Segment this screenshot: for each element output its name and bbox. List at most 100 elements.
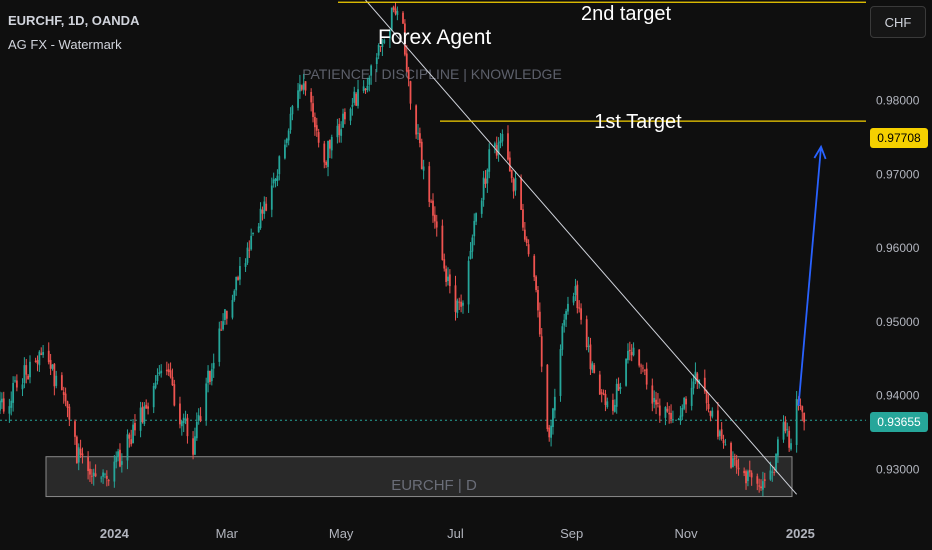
y-tick-label: 0.93000 bbox=[876, 463, 920, 477]
candle-body bbox=[548, 427, 551, 438]
candle-body bbox=[523, 229, 526, 240]
candle-body bbox=[147, 406, 149, 409]
candle-body bbox=[212, 362, 215, 369]
candle-body bbox=[735, 460, 738, 468]
candle-body bbox=[786, 428, 789, 430]
candle-body bbox=[270, 185, 273, 210]
candle-body bbox=[49, 360, 52, 369]
candle-body bbox=[0, 400, 1, 411]
candle-body bbox=[403, 23, 406, 55]
candle-body bbox=[291, 106, 294, 115]
candle-body bbox=[467, 260, 470, 305]
candle-body bbox=[482, 177, 485, 200]
candle-body bbox=[235, 276, 238, 291]
candle-body bbox=[672, 419, 674, 421]
candle-body bbox=[12, 382, 15, 403]
candle-body bbox=[430, 201, 433, 203]
candle-body bbox=[512, 179, 515, 192]
candle-body bbox=[34, 360, 37, 362]
candle-body bbox=[289, 113, 292, 130]
candle-body bbox=[722, 440, 725, 444]
candle-body bbox=[75, 436, 78, 464]
candle-body bbox=[10, 400, 13, 408]
candle-body bbox=[368, 77, 371, 85]
candle-body bbox=[14, 380, 16, 382]
candle-body bbox=[732, 458, 734, 468]
candle-body bbox=[690, 387, 693, 406]
candle-body bbox=[152, 386, 155, 408]
candle-body bbox=[773, 472, 776, 474]
candle-body bbox=[653, 398, 656, 402]
candle-body bbox=[445, 268, 448, 283]
candle-body bbox=[246, 247, 249, 263]
candle-body bbox=[790, 443, 792, 450]
candle-body bbox=[771, 471, 774, 473]
candle-body bbox=[788, 430, 791, 448]
candle-body bbox=[38, 351, 41, 366]
candle-body bbox=[134, 422, 136, 431]
candle-body bbox=[799, 404, 802, 406]
x-axis[interactable]: 2024 Mar May Jul Sep Nov 2025 bbox=[100, 526, 815, 541]
candle-body bbox=[396, 10, 399, 16]
candle-body bbox=[537, 289, 539, 311]
currency-button[interactable]: CHF bbox=[870, 6, 926, 38]
x-tick-label: Jul bbox=[447, 526, 464, 541]
candle-body bbox=[630, 351, 633, 356]
candles-layer bbox=[0, 2, 806, 497]
candle-body bbox=[62, 391, 65, 395]
candle-body bbox=[664, 407, 667, 418]
candle-body bbox=[638, 349, 641, 366]
candle-body bbox=[619, 386, 622, 389]
candle-body bbox=[613, 404, 616, 412]
candle-body bbox=[593, 365, 596, 373]
candle-body bbox=[499, 140, 502, 144]
candle-body bbox=[576, 284, 579, 309]
candle-body bbox=[525, 238, 528, 244]
candle-body bbox=[473, 220, 476, 237]
candle-body bbox=[480, 200, 483, 214]
candle-body bbox=[239, 265, 241, 280]
candle-body bbox=[158, 372, 161, 375]
candle-body bbox=[508, 157, 511, 172]
candle-body bbox=[602, 393, 605, 395]
candle-body bbox=[756, 476, 759, 484]
candle-body bbox=[784, 421, 787, 432]
candle-body bbox=[460, 301, 463, 307]
candle-body bbox=[540, 336, 543, 367]
candle-body bbox=[27, 375, 30, 380]
candle-body bbox=[580, 308, 582, 320]
candle-body bbox=[681, 407, 684, 417]
candle-body bbox=[685, 398, 687, 405]
candle-body bbox=[355, 93, 358, 106]
candle-body bbox=[120, 461, 123, 465]
candle-body bbox=[501, 133, 504, 142]
candle-body bbox=[338, 123, 341, 136]
candle-body bbox=[92, 472, 95, 477]
candle-body bbox=[353, 91, 356, 103]
candle-body bbox=[441, 225, 444, 260]
candle-body bbox=[336, 125, 339, 138]
candle-body bbox=[668, 412, 671, 415]
candle-body bbox=[698, 379, 701, 385]
candle-body bbox=[394, 8, 397, 14]
candle-body bbox=[567, 303, 569, 312]
candle-body bbox=[302, 83, 305, 90]
candle-body bbox=[748, 470, 751, 473]
candle-body bbox=[182, 417, 185, 424]
candle-body bbox=[538, 311, 541, 335]
candle-body bbox=[377, 44, 380, 56]
candle-body bbox=[126, 434, 129, 461]
candle-body bbox=[300, 85, 303, 90]
watermark-tagline: PATIENCE | DISCIPLINE | KNOWLEDGE bbox=[302, 66, 562, 82]
candle-body bbox=[340, 129, 343, 136]
candle-body bbox=[25, 365, 28, 375]
candle-body bbox=[598, 374, 601, 395]
candle-body bbox=[94, 473, 97, 477]
candle-body bbox=[709, 411, 712, 416]
candle-body bbox=[64, 393, 67, 402]
candle-body bbox=[364, 88, 367, 91]
candle-body bbox=[344, 112, 346, 120]
candle-body bbox=[342, 113, 344, 128]
y-axis[interactable]: 0.990000.980000.970000.960000.950000.940… bbox=[876, 20, 920, 477]
